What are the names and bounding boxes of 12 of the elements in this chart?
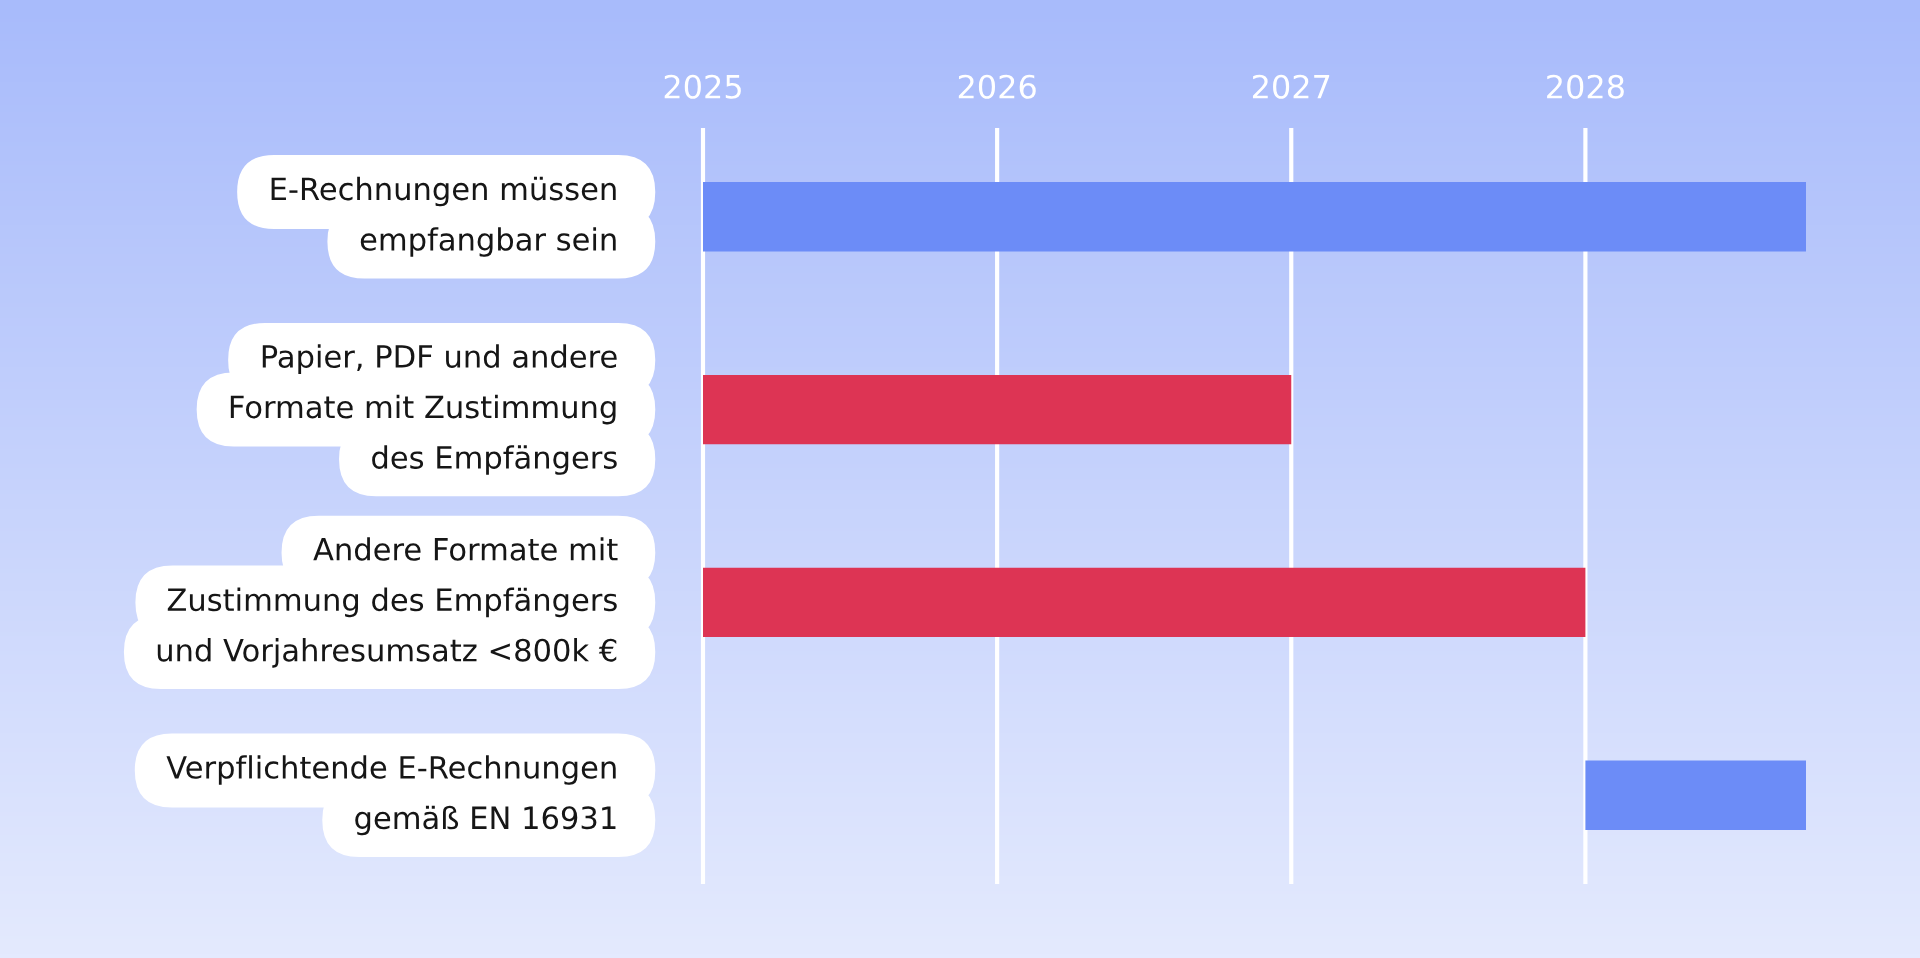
bar bbox=[703, 374, 1292, 445]
bar bbox=[703, 567, 1586, 638]
x-tick-label: 2026 bbox=[958, 74, 1036, 99]
y-tick-label: Andere Formate mit Zustimmung des Empfängers und Vorjahresumsatz <800k € bbox=[157, 537, 618, 668]
y-tick-label: E-Rechnungen müssen empfangbar sein bbox=[271, 176, 616, 257]
x-tick-label: 2027 bbox=[1252, 74, 1330, 99]
bar bbox=[703, 182, 1806, 252]
bar bbox=[1585, 760, 1806, 830]
x-tick-label: 2025 bbox=[664, 74, 741, 99]
x-tick-label: 2028 bbox=[1547, 74, 1624, 99]
y-tick-label: Papier, PDF und andere Formate mit Zustimmung des Empfängers bbox=[230, 344, 617, 475]
y-tick-label: Verpflichtende E-Rechnungen gemäß EN 16931 bbox=[166, 755, 616, 836]
